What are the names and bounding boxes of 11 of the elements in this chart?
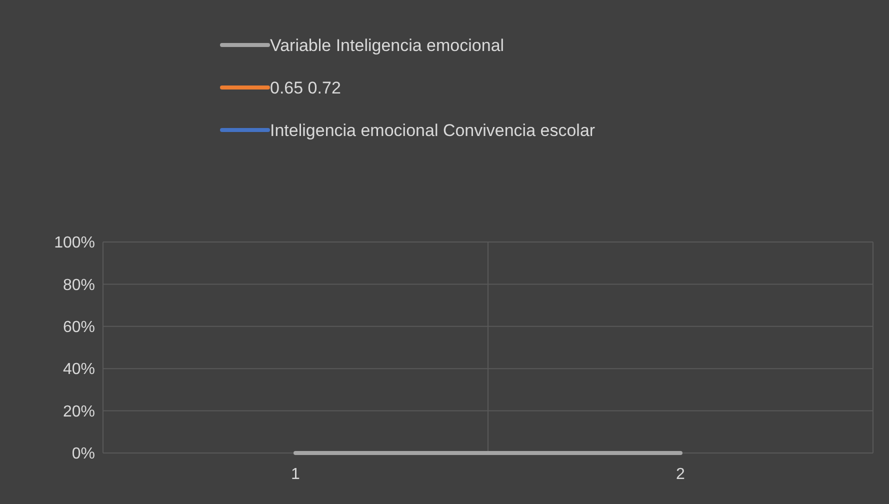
legend-label: Inteligencia emocional Convivencia escolar (270, 120, 596, 140)
y-tick-label: 60% (62, 319, 95, 336)
y-tick-label: 100% (54, 234, 95, 252)
legend-label: Variable Inteligencia emocional (270, 36, 504, 55)
legend-label: 0.65 0.72 (270, 78, 341, 98)
y-tick-label: 80% (62, 276, 95, 294)
y-tick-label: 40% (62, 361, 95, 378)
x-tick-label: 2 (676, 466, 686, 483)
y-tick-label: 20% (62, 403, 95, 420)
x-tick-label: 1 (291, 466, 300, 483)
y-tick-label: 0% (72, 446, 95, 463)
